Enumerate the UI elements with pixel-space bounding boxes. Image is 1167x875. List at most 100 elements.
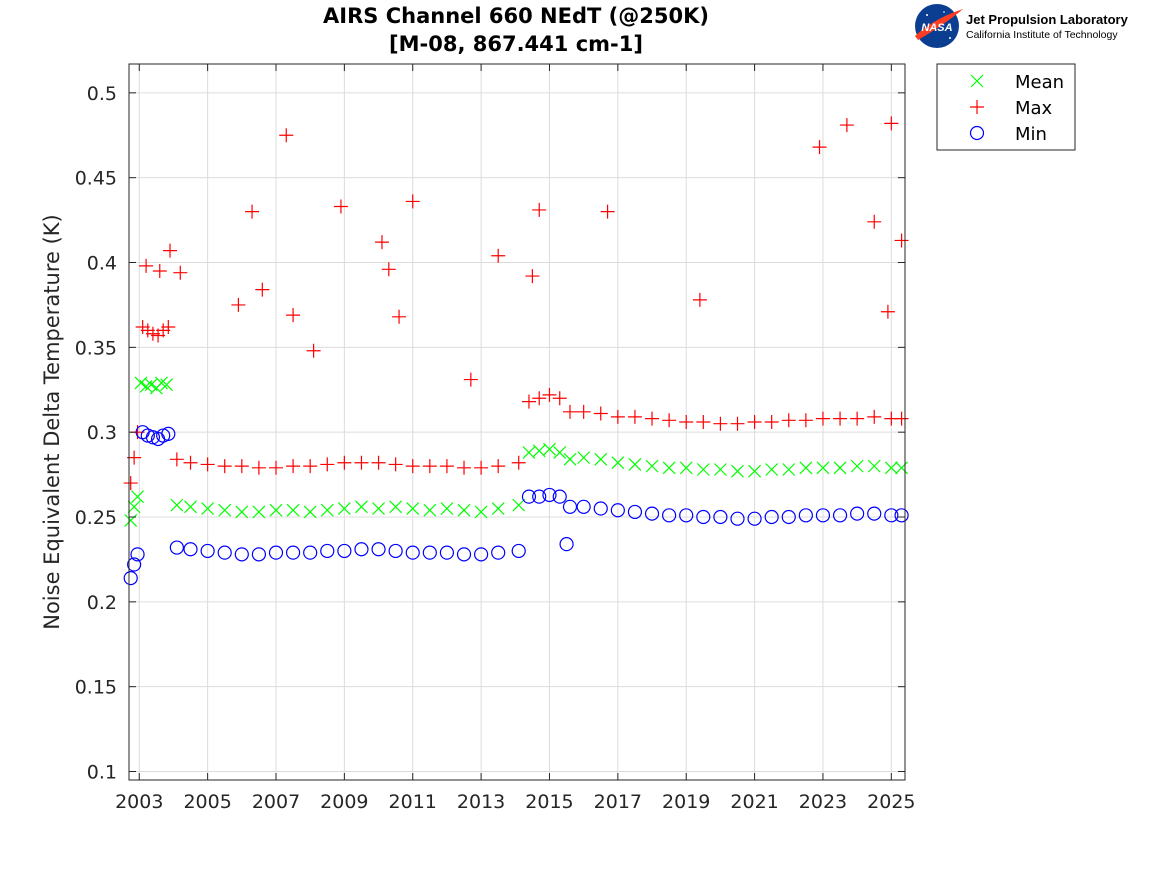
x-tick-label: 2003 [115,791,163,813]
data-point-min [285,545,301,560]
data-point-mean [457,503,471,517]
data-point-mean [337,502,351,515]
data-point-min [183,542,198,557]
data-point-min [511,543,526,559]
data-point-min [764,509,779,525]
x-tick-label: 2013 [457,791,505,813]
data-point-max [894,411,909,426]
data-point-max [798,413,813,428]
data-point-max [381,262,396,277]
nasa-swoosh-icon [915,9,963,40]
series-min [123,425,909,586]
data-point-max [286,308,301,323]
data-point-max [627,409,642,424]
data-point-min [562,499,578,514]
data-point-min [747,511,762,526]
data-point-max [679,415,694,429]
data-point-max [152,263,167,278]
data-point-max [850,411,865,426]
data-point-max [532,391,547,406]
x-tick-label: 2019 [662,791,710,813]
data-point-mean [895,461,909,475]
y-tick-label: 0.5 [87,83,117,105]
data-point-min [371,542,386,557]
data-point-mean [662,461,676,475]
data-point-min [610,503,625,518]
data-point-min [422,545,437,560]
data-point-max [474,460,489,475]
legend-label-max: Max [1015,98,1053,119]
data-point-mean [563,452,577,466]
data-point-mean [867,459,881,473]
y-tick-label: 0.35 [75,337,117,359]
data-point-max [730,416,745,431]
data-point-mean [577,451,591,465]
data-point-min [217,545,232,560]
data-point-min [894,508,909,523]
data-point-max [463,372,478,387]
data-point-min [593,501,608,516]
data-point-mean [884,461,898,475]
data-point-mean [474,505,488,519]
data-point-min [337,543,352,559]
jpl-subtitle: California Institute of Technology [966,29,1118,41]
data-point-min [200,543,215,559]
data-point-mean [252,505,266,519]
data-point-min [161,426,176,441]
data-point-mean [833,461,847,475]
data-point-mean [512,498,526,512]
data-point-max [764,415,779,429]
data-point-min [781,509,796,525]
data-point-min [832,508,848,523]
data-point-mean [286,503,300,517]
data-point-min [405,545,420,560]
data-point-max [306,343,321,358]
data-point-max [645,411,660,426]
data-point-min [798,508,813,523]
data-point-mean [799,461,813,475]
data-point-max [422,459,437,474]
x-tick-label: 2021 [730,791,778,813]
data-point-mean [127,500,141,514]
data-point-min [521,489,537,504]
series-max [123,116,909,491]
data-point-mean [553,446,567,459]
data-point-mean [594,452,608,466]
data-point-max [812,140,827,155]
data-point-min [303,545,318,560]
plot-frame [128,63,906,781]
data-point-max [867,214,882,229]
data-point-min [662,508,677,523]
data-point-max [521,394,536,409]
data-point-max [392,309,407,324]
data-point-min [354,542,369,557]
y-tick-label: 0.45 [75,168,117,190]
chart-title: AIRS Channel 660 NEdT (@250K) [323,4,709,28]
data-point-max [337,455,352,470]
data-point-min [491,545,506,560]
data-point-max [713,416,728,431]
legend-marker-max [970,100,984,114]
x-tick-label: 2011 [389,791,437,813]
data-point-min [552,489,567,504]
x-tick-label: 2015 [525,791,573,813]
data-point-mean [440,502,454,515]
data-point-mean [372,502,385,515]
data-point-mean [155,376,168,390]
data-point-mean [696,463,710,476]
data-point-max [593,406,608,421]
data-point-max [884,116,899,131]
data-point-mean [782,463,796,476]
data-point-max [320,457,335,472]
data-point-mean [713,463,727,476]
data-point-max [867,409,882,424]
data-point-mean [160,378,174,392]
data-point-mean [731,464,744,478]
data-point-min [815,508,831,523]
data-point-min [130,547,145,562]
data-point-max [491,248,506,263]
data-point-max [747,415,762,429]
data-point-mean [218,503,232,517]
data-point-min [474,547,489,562]
data-point-min [696,509,711,525]
